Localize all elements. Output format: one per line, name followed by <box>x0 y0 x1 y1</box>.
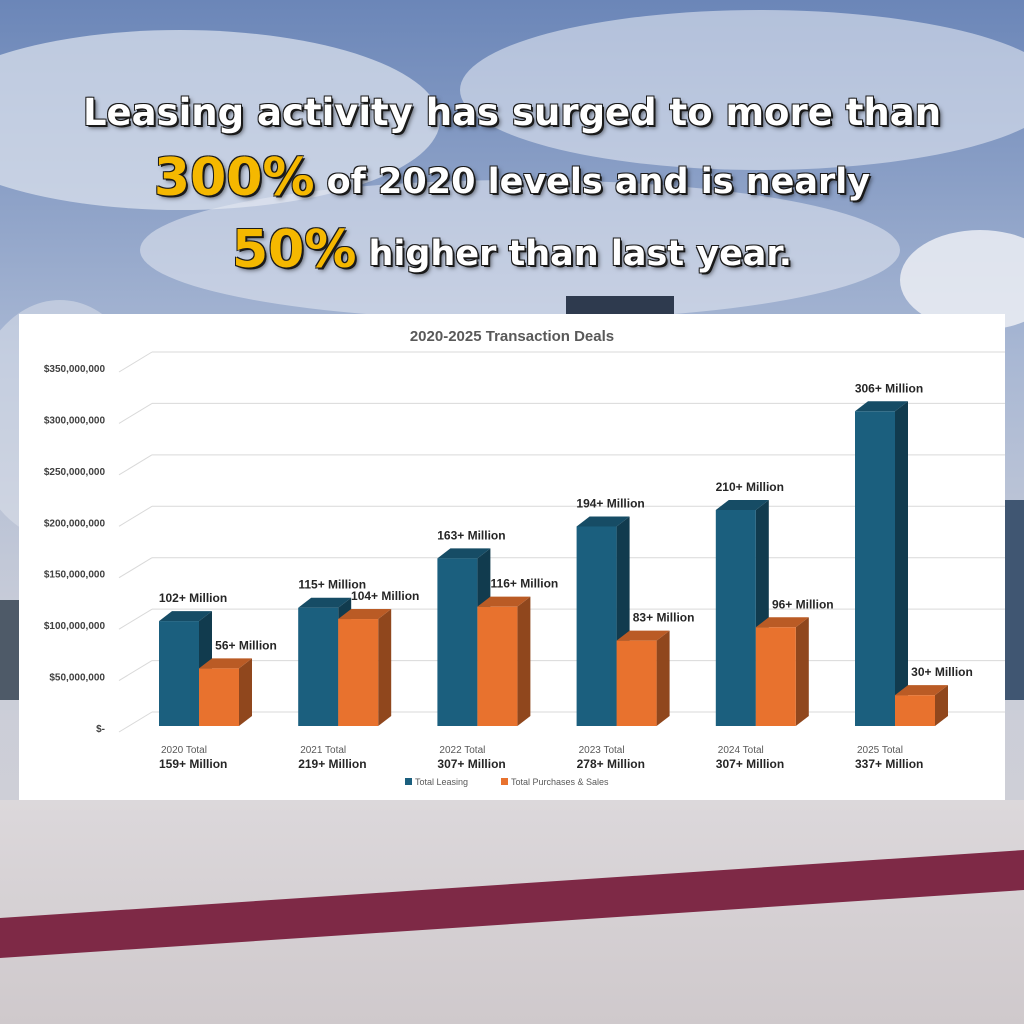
gridline-depth <box>118 608 153 630</box>
bar-total-leasing-top <box>437 548 491 559</box>
gridline-depth <box>118 557 153 579</box>
headline-line-3-text: higher than last year. <box>368 234 792 274</box>
data-label-purchases-sales: 116+ Million <box>491 577 559 591</box>
data-label-leasing: 102+ Million <box>159 591 227 605</box>
bar-total-leasing <box>855 411 895 726</box>
bar-total-leasing-top <box>159 611 212 622</box>
data-label-purchases-sales: 56+ Million <box>215 638 277 652</box>
bar-total-leasing <box>576 526 617 726</box>
bar-total-leasing-top <box>715 500 769 510</box>
bar-total-purchases-sales <box>895 695 935 726</box>
y-tick-label: $- <box>96 724 105 735</box>
headline-line-1: Leasing activity has surged to more than <box>82 91 942 134</box>
headline-line-2-text: of 2020 levels and is nearly <box>326 162 871 202</box>
bar-total-leasing <box>715 510 756 726</box>
bar-total-purchases-sales-top <box>477 596 531 607</box>
y-tick-label: $100,000,000 <box>44 621 106 632</box>
x-category-label: 2020 Total <box>161 745 207 756</box>
bar-total-purchases-sales <box>616 640 657 726</box>
headline-highlight-300: 300% <box>153 148 315 208</box>
x-category-label: 2022 Total <box>439 745 485 756</box>
y-tick-label: $50,000,000 <box>49 673 105 684</box>
bar-total-purchases-sales-side <box>239 658 252 726</box>
gridline-depth <box>118 711 153 733</box>
headline-highlight-50: 50% <box>231 220 357 280</box>
bar-total-leasing-top <box>298 597 352 608</box>
bar-total-purchases-sales <box>755 627 796 726</box>
x-category-label: 2023 Total <box>579 745 625 756</box>
y-tick-label: $300,000,000 <box>44 415 106 426</box>
bar-total-purchases-sales-top <box>895 685 948 696</box>
headline: Leasing activity has surged to more than… <box>0 82 1024 288</box>
x-category-label: 2021 Total <box>300 745 346 756</box>
gridline-depth <box>118 454 153 476</box>
bar-total-purchases-sales <box>199 668 239 726</box>
gridline-depth <box>118 351 153 373</box>
bar-total-leasing-top <box>576 516 630 527</box>
y-tick-label: $250,000,000 <box>44 467 106 478</box>
x-category-total: 278+ Million <box>577 757 645 771</box>
x-category-total: 307+ Million <box>716 757 784 771</box>
y-tick-label: $150,000,000 <box>44 570 106 581</box>
data-label-purchases-sales: 30+ Million <box>911 665 973 679</box>
bar-total-purchases-sales-side <box>656 630 670 726</box>
x-category-total: 159+ Million <box>159 757 227 771</box>
bar-total-purchases-sales <box>338 619 379 726</box>
bar-chart: 2020-2025 Transaction Deals $- $50,000,000… <box>44 328 1005 787</box>
x-category-label: 2025 Total <box>857 745 903 756</box>
gridline-depth <box>118 660 153 681</box>
bar-total-purchases-sales <box>477 606 518 726</box>
data-label-leasing: 194+ Million <box>576 496 644 510</box>
data-label-purchases-sales: 83+ Million <box>633 611 695 625</box>
x-category-total: 337+ Million <box>855 757 923 771</box>
data-label-leasing: 210+ Million <box>716 480 784 494</box>
data-label-purchases-sales: 96+ Million <box>772 597 834 611</box>
data-label-purchases-sales: 104+ Million <box>351 589 419 603</box>
x-category-label: 2024 Total <box>718 745 764 756</box>
x-category-total: 219+ Million <box>298 757 366 771</box>
data-label-leasing: 306+ Million <box>855 381 923 395</box>
bar-total-leasing <box>159 621 199 726</box>
bar-total-purchases-sales-top <box>338 609 392 620</box>
chart-card: 2020-2025 Transaction Deals $- $50,000,000… <box>19 314 1005 800</box>
x-category-total: 307+ Million <box>437 757 505 771</box>
bar-total-purchases-sales-top <box>199 658 252 669</box>
legend-label: Total Leasing <box>415 777 468 787</box>
legend-swatch <box>405 778 412 785</box>
chart-title: 2020-2025 Transaction Deals <box>410 328 614 345</box>
legend-swatch <box>501 778 508 785</box>
bar-total-leasing <box>437 558 478 726</box>
bar-total-purchases-sales-top <box>755 617 809 628</box>
headline-line-2: 300% of 2020 levels and is nearly <box>0 144 1024 216</box>
y-tick-label: $200,000,000 <box>44 518 106 529</box>
headline-line-3: 50% higher than last year. <box>0 216 1024 288</box>
bar-total-purchases-sales-side <box>517 596 531 726</box>
bar-total-purchases-sales-side <box>795 617 809 726</box>
bar-total-purchases-sales-side <box>378 609 392 726</box>
y-tick-label: $350,000,000 <box>44 364 106 375</box>
legend-label: Total Purchases & Sales <box>511 777 609 787</box>
gridline-depth <box>118 403 153 424</box>
bar-total-leasing-top <box>855 401 908 412</box>
gridline-depth <box>118 505 153 527</box>
bar-total-purchases-sales-side <box>935 685 948 726</box>
data-label-leasing: 163+ Million <box>437 528 505 542</box>
data-label-leasing: 115+ Million <box>298 578 366 592</box>
bar-total-leasing <box>298 607 339 726</box>
bar-total-purchases-sales-top <box>616 630 670 641</box>
bar-total-leasing-side <box>895 401 908 726</box>
